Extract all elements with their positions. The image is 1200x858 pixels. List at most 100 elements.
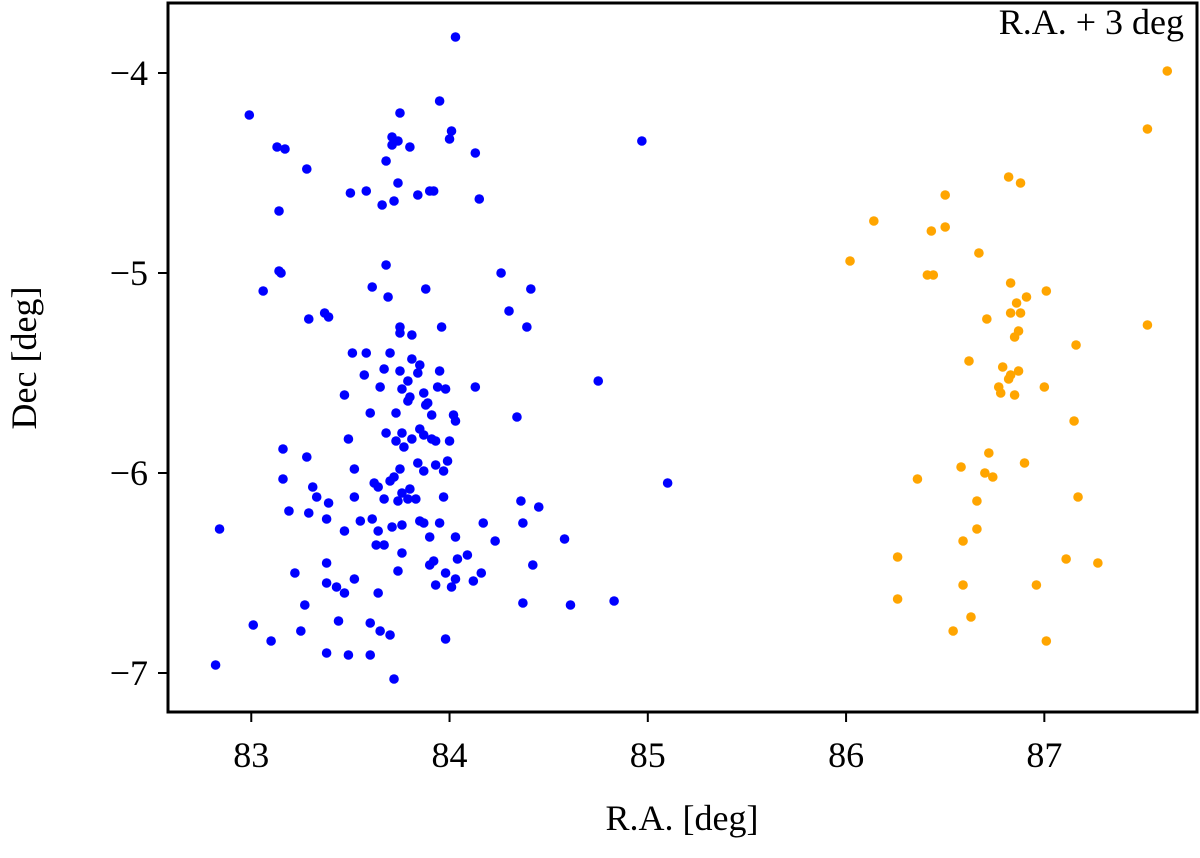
point: [912, 474, 923, 484]
point: [980, 468, 990, 478]
point: [365, 618, 376, 628]
point: [387, 522, 397, 532]
point: [375, 382, 385, 392]
point: [474, 194, 485, 204]
point: [333, 616, 344, 626]
point: [926, 226, 937, 236]
point: [373, 526, 383, 536]
point: [413, 190, 423, 200]
x-tick-label: 83: [233, 735, 269, 775]
point: [430, 436, 441, 446]
point: [385, 630, 395, 640]
point: [869, 216, 879, 226]
point: [1009, 390, 1020, 400]
point: [972, 496, 982, 506]
point: [478, 518, 489, 528]
point: [375, 626, 385, 636]
point: [958, 580, 968, 590]
point: [1005, 278, 1016, 288]
point: [405, 142, 415, 152]
point: [450, 574, 461, 584]
point: [373, 588, 383, 598]
point: [420, 400, 431, 410]
point: [966, 612, 976, 622]
point: [278, 444, 288, 454]
point: [662, 478, 673, 488]
annotation: R.A. + 3 deg: [999, 2, 1184, 42]
point: [565, 600, 576, 610]
point: [347, 348, 358, 358]
point: [284, 506, 294, 516]
point: [1039, 382, 1050, 392]
point: [296, 626, 306, 636]
point: [339, 588, 350, 598]
point: [1011, 298, 1022, 308]
y-tick-label: −7: [110, 653, 148, 693]
point: [349, 574, 360, 584]
point: [343, 650, 354, 660]
point: [331, 582, 342, 592]
point: [637, 136, 647, 146]
point: [321, 558, 332, 568]
point: [997, 362, 1008, 372]
point: [442, 456, 453, 466]
point: [593, 376, 604, 386]
point: [248, 620, 259, 630]
point: [1093, 558, 1103, 568]
point: [424, 560, 435, 570]
point: [407, 354, 417, 364]
point: [892, 552, 903, 562]
point: [418, 466, 429, 476]
point: [393, 178, 403, 188]
point: [301, 452, 312, 462]
point: [468, 576, 479, 586]
point: [974, 248, 984, 258]
point: [274, 206, 284, 216]
x-tick-label: 85: [630, 735, 666, 775]
point: [430, 580, 441, 590]
point: [373, 482, 383, 492]
point: [1073, 492, 1083, 502]
x-axis-label: R.A. [deg]: [606, 798, 759, 838]
point: [526, 284, 536, 294]
point: [272, 142, 282, 152]
point: [956, 462, 966, 472]
point: [377, 200, 387, 210]
point: [434, 366, 445, 376]
point: [958, 536, 968, 546]
point: [444, 134, 455, 144]
point: [339, 526, 350, 536]
point: [504, 306, 514, 316]
point: [518, 518, 528, 528]
point: [1071, 340, 1081, 350]
point: [391, 436, 401, 446]
point: [381, 156, 391, 166]
x-tick-label: 87: [1026, 735, 1062, 775]
point: [407, 330, 417, 340]
point: [450, 32, 461, 42]
point: [450, 532, 461, 542]
point: [280, 144, 290, 154]
point: [321, 578, 332, 588]
point: [311, 492, 322, 502]
point: [379, 364, 389, 374]
point: [345, 188, 356, 198]
point: [470, 382, 481, 392]
point: [214, 524, 225, 534]
point: [361, 348, 372, 358]
point: [395, 328, 405, 338]
point: [462, 550, 473, 560]
point: [349, 492, 360, 502]
point: [452, 554, 463, 564]
point: [426, 410, 437, 420]
point: [385, 476, 395, 486]
point: [210, 660, 221, 670]
point: [1021, 292, 1032, 302]
y-axis-label: Dec [deg]: [4, 287, 44, 430]
point: [397, 548, 407, 558]
point: [367, 282, 378, 292]
point: [278, 474, 288, 484]
point: [389, 674, 399, 684]
point: [395, 108, 405, 118]
point: [387, 140, 397, 150]
